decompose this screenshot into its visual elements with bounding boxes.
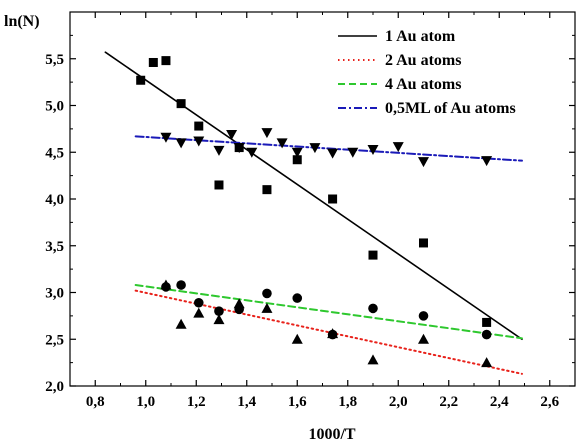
data-point-triangle-down — [233, 143, 245, 154]
data-point-square — [161, 56, 171, 66]
data-point-square — [262, 185, 272, 195]
data-point-triangle-down — [213, 145, 225, 156]
data-point-triangle-up — [213, 314, 225, 325]
data-point-triangle-up — [261, 302, 273, 313]
data-point-triangle-down — [276, 138, 288, 149]
data-point-square — [176, 99, 186, 109]
y-tick-label: 4,5 — [45, 145, 64, 161]
data-point-triangle-up — [175, 318, 187, 329]
data-point-circle — [481, 329, 492, 340]
y-tick-label: 2,5 — [45, 332, 64, 348]
data-point-square — [214, 180, 224, 190]
data-point-circle — [262, 288, 272, 299]
data-point-square — [136, 75, 146, 85]
y-tick-label: 5,5 — [45, 52, 64, 68]
data-point-square — [328, 194, 338, 204]
fit-line-3 — [134, 284, 523, 340]
data-point-triangle-down — [226, 129, 238, 140]
data-point-triangle-down — [481, 156, 493, 167]
y-axis-title: ln(N) — [4, 13, 40, 30]
x-tick-label: 2,6 — [540, 394, 559, 410]
data-point-square — [419, 238, 428, 248]
data-point-triangle-up — [418, 333, 429, 344]
data-point-circle — [292, 293, 303, 303]
data-point-square — [482, 317, 492, 327]
x-tick-label: 1,8 — [338, 394, 357, 410]
legend: 1 Au atom 2 Au atoms 4 Au atoms 0,5ML of Au… — [338, 28, 516, 117]
legend-label: 2 Au atoms — [385, 52, 461, 69]
data-point-square — [194, 121, 204, 131]
fit-line-1 — [104, 51, 523, 341]
data-point-circle — [214, 306, 224, 317]
data-point-triangle-up — [367, 354, 379, 365]
x-tick-label: 2,0 — [389, 394, 408, 410]
data-point-triangle-up — [291, 333, 303, 344]
data-point-triangle-down — [291, 147, 303, 158]
data-point-triangle-down — [261, 128, 273, 139]
axis-ticks: 0,8 1,0 1,2 1,4 1,6 1,8 2,0 2,2 2,4 2,6 2,0 2,5 3,0 3… — [45, 12, 575, 410]
y-tick-label: 3,5 — [45, 239, 64, 255]
x-tick-label: 1,4 — [237, 394, 256, 410]
data-point-triangle-down — [418, 157, 429, 168]
legend-label: 1 Au atom — [385, 28, 456, 45]
data-point-triangle-down — [160, 132, 172, 143]
y-tick-label: 3,0 — [45, 286, 64, 302]
legend-label: 0,5ML of Au atoms — [385, 100, 516, 117]
data-point-triangle-down — [175, 138, 187, 149]
y-tick-label: 4,0 — [45, 192, 64, 208]
data-point-triangle-up — [327, 328, 339, 339]
data-point-square — [292, 155, 302, 165]
data-points — [136, 56, 493, 368]
data-point-triangle-up — [193, 307, 205, 318]
x-tick-label: 0,8 — [86, 394, 105, 410]
x-tick-label: 2,4 — [490, 394, 509, 410]
data-point-triangle-down — [392, 142, 404, 153]
data-point-triangle-down — [347, 147, 359, 158]
x-tick-label: 1,2 — [187, 394, 206, 410]
x-tick-label: 2,2 — [439, 394, 458, 410]
legend-label: 4 Au atoms — [385, 76, 461, 93]
y-tick-label: 5,0 — [45, 99, 64, 115]
data-point-circle — [193, 297, 204, 308]
data-point-triangle-down — [193, 136, 205, 147]
data-point-triangle-down — [327, 148, 339, 159]
x-tick-label: 1,0 — [136, 394, 155, 410]
data-point-triangle-up — [233, 298, 245, 309]
data-point-circle — [368, 303, 378, 314]
data-point-triangle-up — [481, 357, 493, 368]
data-point-square — [368, 250, 378, 260]
data-point-circle — [176, 280, 186, 290]
y-tick-label: 2,0 — [45, 379, 64, 395]
data-point-triangle-up — [160, 279, 172, 290]
data-point-triangle-down — [246, 147, 258, 158]
data-point-square — [148, 57, 158, 67]
x-axis-title: 1000/T — [308, 426, 355, 443]
x-tick-label: 1,6 — [288, 394, 307, 410]
data-point-triangle-down — [367, 144, 379, 155]
data-point-triangle-down — [309, 143, 321, 154]
data-point-circle — [418, 311, 429, 321]
